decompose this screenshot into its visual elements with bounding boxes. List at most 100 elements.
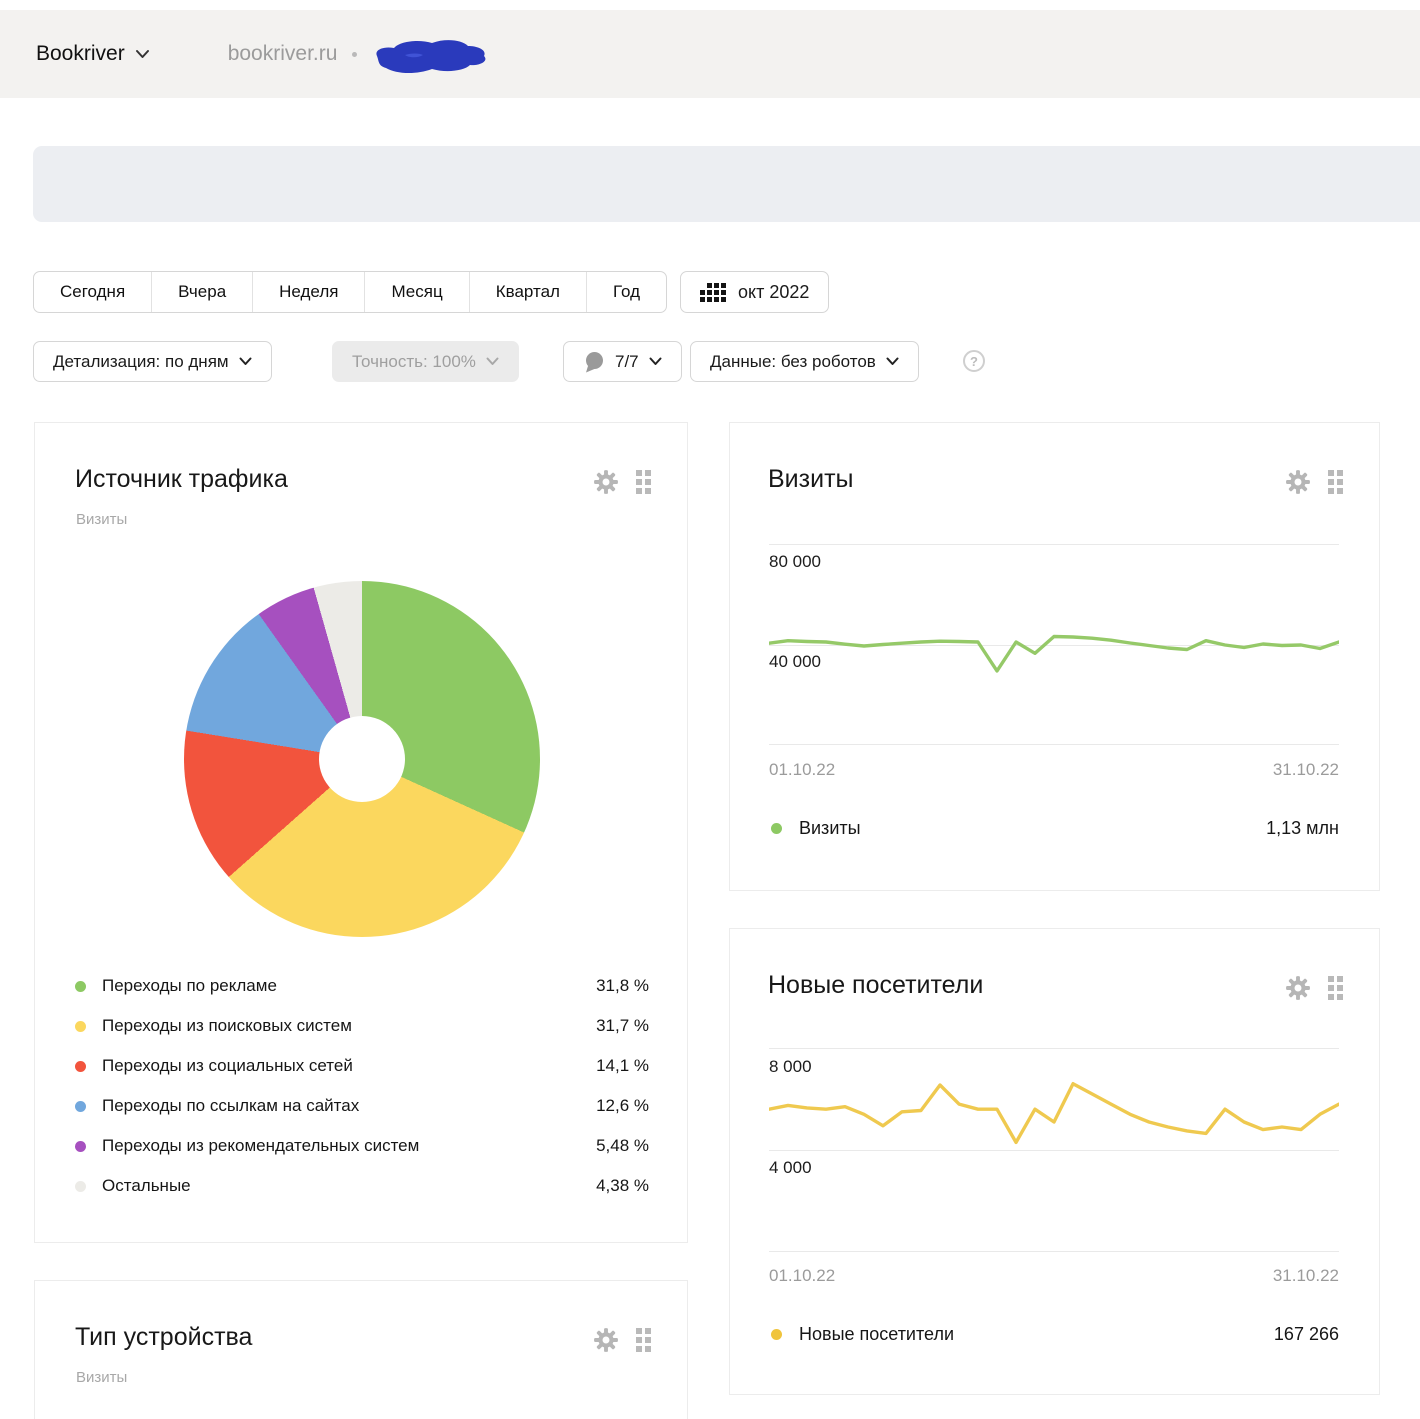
y-tick-label: 40 000	[769, 652, 821, 671]
help-icon[interactable]: ?	[963, 350, 985, 372]
gear-icon[interactable]	[593, 1327, 619, 1353]
legend-value: 12,6 %	[596, 1096, 649, 1115]
legend-dot	[75, 980, 86, 992]
legend-dot	[75, 1140, 86, 1152]
legend-label: Переходы из социальных сетей	[102, 1056, 353, 1075]
legend-dot	[75, 1100, 86, 1112]
traffic-sources-card: Источник трафика Визиты Переходы по рекл…	[34, 422, 688, 1243]
comments-count: 7/7	[615, 351, 639, 371]
chevron-down-icon	[239, 357, 252, 365]
legend-total: 167 266	[1273, 1323, 1339, 1344]
legend-value: 14,1 %	[596, 1056, 649, 1075]
detail-dropdown[interactable]: Детализация: по дням	[33, 341, 272, 382]
legend-value: 4,38 %	[596, 1176, 649, 1195]
legend-item[interactable]: Остальные 4,38 %	[75, 1166, 649, 1206]
device-type-card: Тип устройства Визиты	[34, 1280, 688, 1419]
comment-bubble-icon	[586, 351, 603, 372]
period-tab-quarter[interactable]: Квартал	[468, 272, 586, 312]
redaction-scribble	[376, 40, 486, 74]
separator-dot	[352, 51, 358, 57]
widget-drag-handle-icon[interactable]	[1328, 976, 1343, 1000]
date-start-label: 01.10.22	[769, 760, 836, 779]
gridline	[769, 744, 1339, 745]
legend-value: 31,7 %	[596, 1016, 649, 1035]
legend-value: 31,8 %	[596, 976, 649, 995]
new-visitors-title: Новые посетители	[768, 971, 984, 999]
legend-dot	[75, 1180, 86, 1192]
traffic-sources-metric: Визиты	[76, 511, 128, 528]
date-start-label: 01.10.22	[769, 1266, 836, 1285]
new-visitors-legend-item[interactable]: Новые посетители 167 266	[771, 1318, 1339, 1350]
legend-label: Остальные	[102, 1176, 191, 1195]
visits-title: Визиты	[768, 465, 854, 493]
legend-dot	[75, 1060, 86, 1072]
date-end-label: 31.10.22	[1272, 1266, 1339, 1285]
legend-item[interactable]: Переходы из поисковых систем 31,7 %	[75, 1006, 649, 1046]
traffic-sources-title: Источник трафика	[75, 465, 288, 493]
period-tab-week[interactable]: Неделя	[252, 272, 364, 312]
gridline	[769, 644, 1339, 646]
y-tick-label: 4 000	[769, 1158, 812, 1177]
detail-dropdown-label: Детализация: по дням	[53, 351, 229, 371]
legend-item[interactable]: Переходы по рекламе 31,8 %	[75, 966, 649, 1006]
legend-label: Переходы по ссылкам на сайтах	[102, 1096, 360, 1115]
summary-placeholder-bar	[33, 146, 1420, 222]
period-tab-year[interactable]: Год	[585, 272, 666, 312]
widget-drag-handle-icon[interactable]	[1328, 470, 1343, 494]
accuracy-dropdown-label: Точность: 100%	[352, 351, 476, 371]
calendar-period-label: окт 2022	[738, 281, 810, 302]
legend-total: 1,13 млн	[1266, 817, 1339, 838]
legend-value: 5,48 %	[596, 1136, 649, 1155]
gear-icon[interactable]	[593, 469, 619, 495]
chevron-down-icon	[135, 50, 149, 58]
account-name: Bookriver	[36, 42, 125, 65]
legend-item[interactable]: Переходы из рекомендательных систем 5,48…	[75, 1126, 649, 1166]
new-visitors-line-chart: 8 000 4 000	[769, 1048, 1339, 1252]
date-end-label: 31.10.22	[1272, 760, 1339, 779]
legend-dot	[771, 822, 782, 834]
legend-label: Переходы из рекомендательных систем	[102, 1136, 420, 1155]
data-mode-label: Данные: без роботов	[710, 351, 876, 371]
legend-dot	[75, 1020, 86, 1032]
accuracy-dropdown[interactable]: Точность: 100%	[332, 341, 519, 382]
site-link[interactable]: bookriver.ru	[227, 42, 338, 65]
period-tabs: Сегодня Вчера Неделя Месяц Квартал Год	[33, 271, 668, 313]
legend-label: Новые посетители	[799, 1323, 955, 1344]
legend-label: Визиты	[799, 817, 861, 838]
legend-item[interactable]: Переходы из социальных сетей 14,1 %	[75, 1046, 649, 1086]
account-switcher[interactable]: Bookriver	[36, 42, 150, 66]
x-axis-dates: 01.10.22 31.10.22	[769, 1266, 1339, 1286]
period-tab-today[interactable]: Сегодня	[60, 282, 126, 301]
device-type-title: Тип устройства	[75, 1323, 253, 1351]
gridline	[769, 1048, 1339, 1049]
filters-row: Детализация: по дням Точность: 100% 7/7 …	[33, 341, 1420, 382]
traffic-sources-legend: Переходы по рекламе 31,8 % Переходы из п…	[75, 966, 649, 1206]
gridline	[769, 544, 1339, 545]
new-visitors-card: Новые посетители 8 000 4 000 01.10.	[729, 928, 1380, 1395]
calendar-icon	[700, 282, 726, 302]
comments-dropdown[interactable]: 7/7	[563, 341, 682, 382]
gridline	[769, 1150, 1339, 1151]
chevron-down-icon	[649, 357, 662, 365]
widget-drag-handle-icon[interactable]	[636, 470, 651, 494]
legend-label: Переходы по рекламе	[102, 976, 277, 995]
gear-icon[interactable]	[1285, 469, 1311, 495]
gridline	[769, 1251, 1339, 1252]
widget-drag-handle-icon[interactable]	[636, 1328, 651, 1352]
calendar-period-button[interactable]: окт 2022	[680, 271, 830, 313]
chevron-down-icon	[486, 357, 499, 365]
period-tab-yesterday[interactable]: Вчера	[151, 272, 252, 312]
chevron-down-icon	[886, 357, 899, 365]
x-axis-dates: 01.10.22 31.10.22	[769, 760, 1339, 780]
visits-legend-item[interactable]: Визиты 1,13 млн	[771, 812, 1339, 844]
y-tick-label: 80 000	[769, 552, 821, 571]
period-tab-month[interactable]: Месяц	[364, 272, 468, 312]
device-type-metric: Визиты	[76, 1369, 128, 1386]
legend-item[interactable]: Переходы по ссылкам на сайтах 12,6 %	[75, 1086, 649, 1126]
traffic-sources-donut-chart[interactable]	[184, 581, 540, 937]
data-mode-dropdown[interactable]: Данные: без роботов	[690, 341, 919, 382]
new-visitors-line-series	[769, 1082, 1339, 1145]
visits-line-chart: 80 000 40 000	[769, 544, 1339, 745]
gear-icon[interactable]	[1285, 975, 1311, 1001]
